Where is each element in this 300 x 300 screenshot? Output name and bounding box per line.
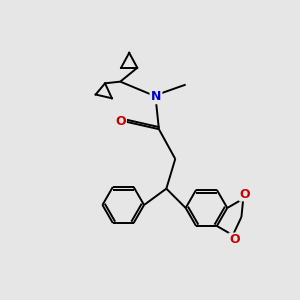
- Text: O: O: [229, 233, 240, 246]
- Text: N: N: [151, 90, 161, 103]
- Text: O: O: [116, 115, 126, 128]
- Text: O: O: [239, 188, 250, 201]
